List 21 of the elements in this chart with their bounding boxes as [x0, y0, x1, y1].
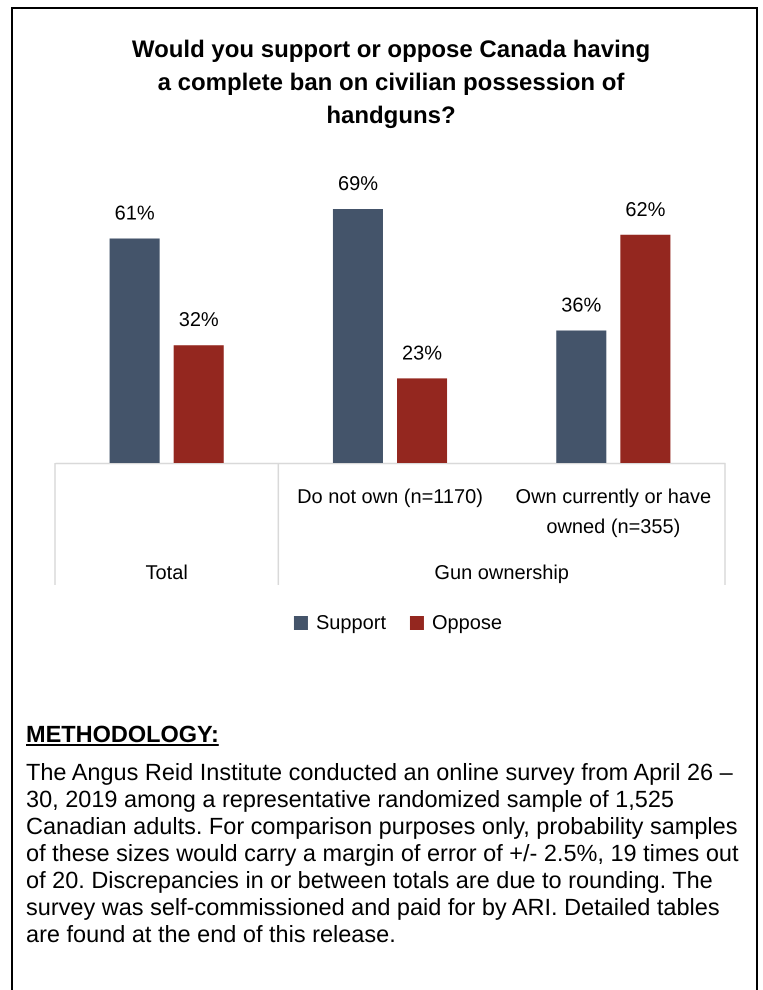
text: The Angus Reid Institute conducted an online survey from April 26 – 30, 2019 among a representative randomized sample of 1,525 Canadian adults. For comparison purposes only, probability samples of these sizes would carry a margin of error of +/- 2.5%, 19 times out of 20. Discrepancies in or between totals are due to rounding. The survey was self-commissioned and paid for by ARI. Detailed tables are found at the end of this release. — [26, 759, 740, 948]
data-label: 23% — [402, 342, 442, 364]
chart-title: Would you support or oppose Canada having a complete ban on civilian possession of handguns? — [130, 35, 652, 131]
legend-label: Support — [316, 612, 386, 634]
data-label: 62% — [625, 198, 666, 221]
data-label: 32% — [178, 309, 219, 332]
data-label: 61% — [114, 202, 155, 224]
data-label: 69% — [338, 173, 378, 195]
x-tick-label: Do not own (n=1170) — [297, 486, 483, 508]
legend-label: Oppose — [432, 612, 502, 634]
bar — [397, 378, 448, 463]
text: METHODOLOGY: — [26, 721, 220, 748]
bar — [620, 234, 670, 463]
x-tick-label: Own currently or have owned (n=355) — [516, 486, 712, 538]
bar — [110, 238, 160, 463]
text: Gun ownership — [434, 562, 569, 584]
text: Total — [146, 562, 188, 584]
data-label: 36% — [561, 294, 602, 316]
bar — [174, 345, 224, 463]
bar — [556, 330, 606, 463]
bar — [332, 209, 383, 463]
